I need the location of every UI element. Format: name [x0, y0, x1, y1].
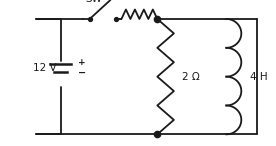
Text: +: + [78, 58, 86, 67]
Text: 4 Ω: 4 Ω [131, 0, 148, 2]
Text: 12 V: 12 V [33, 63, 57, 73]
Text: 2 Ω: 2 Ω [182, 72, 200, 82]
Text: 4 H: 4 H [250, 72, 267, 82]
Text: −: − [78, 68, 86, 78]
Text: SW: SW [85, 0, 102, 4]
